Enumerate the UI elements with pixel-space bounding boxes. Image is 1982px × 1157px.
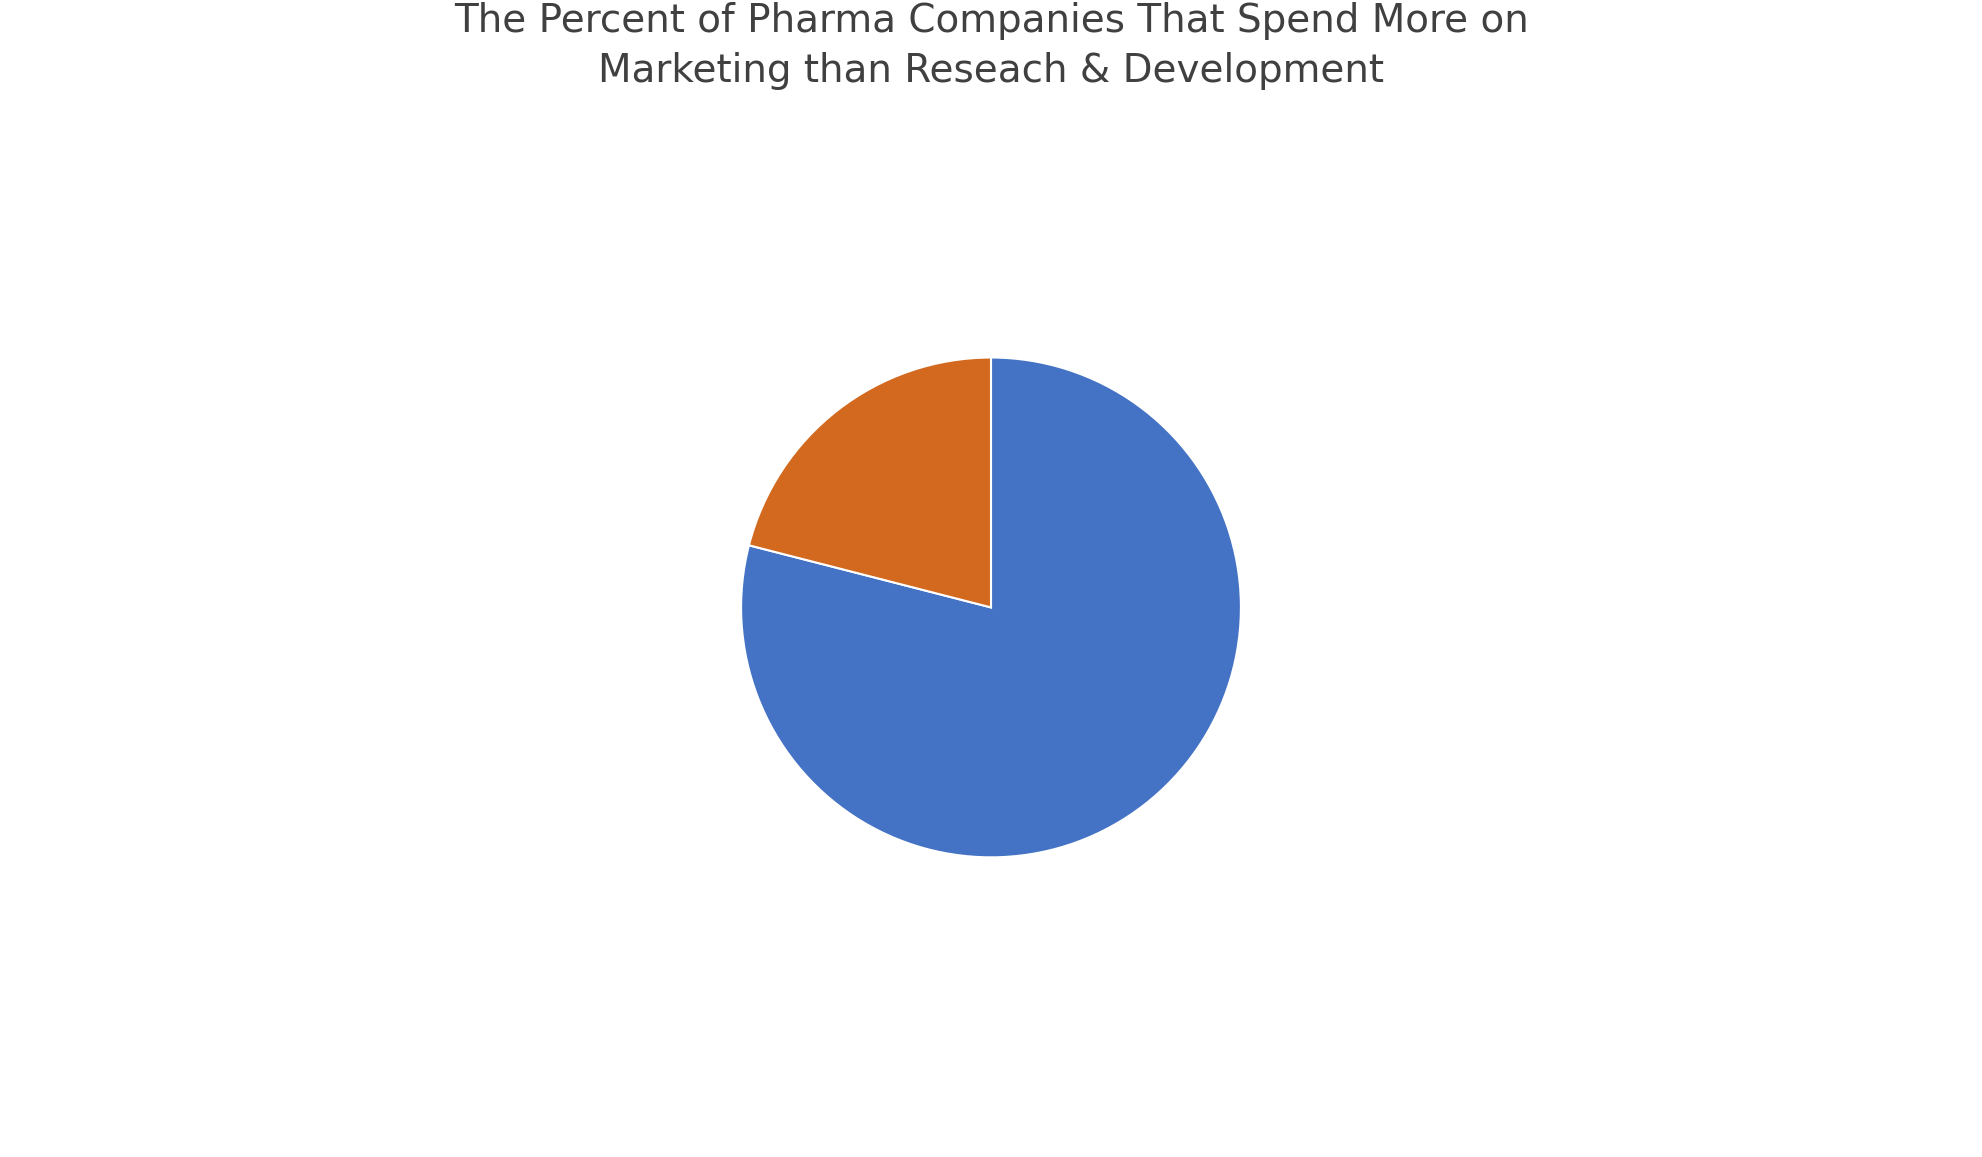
Wedge shape: [741, 358, 1241, 857]
Wedge shape: [749, 358, 991, 607]
Title: The Percent of Pharma Companies That Spend More on
Marketing than Reseach & Deve: The Percent of Pharma Companies That Spe…: [454, 1, 1528, 89]
